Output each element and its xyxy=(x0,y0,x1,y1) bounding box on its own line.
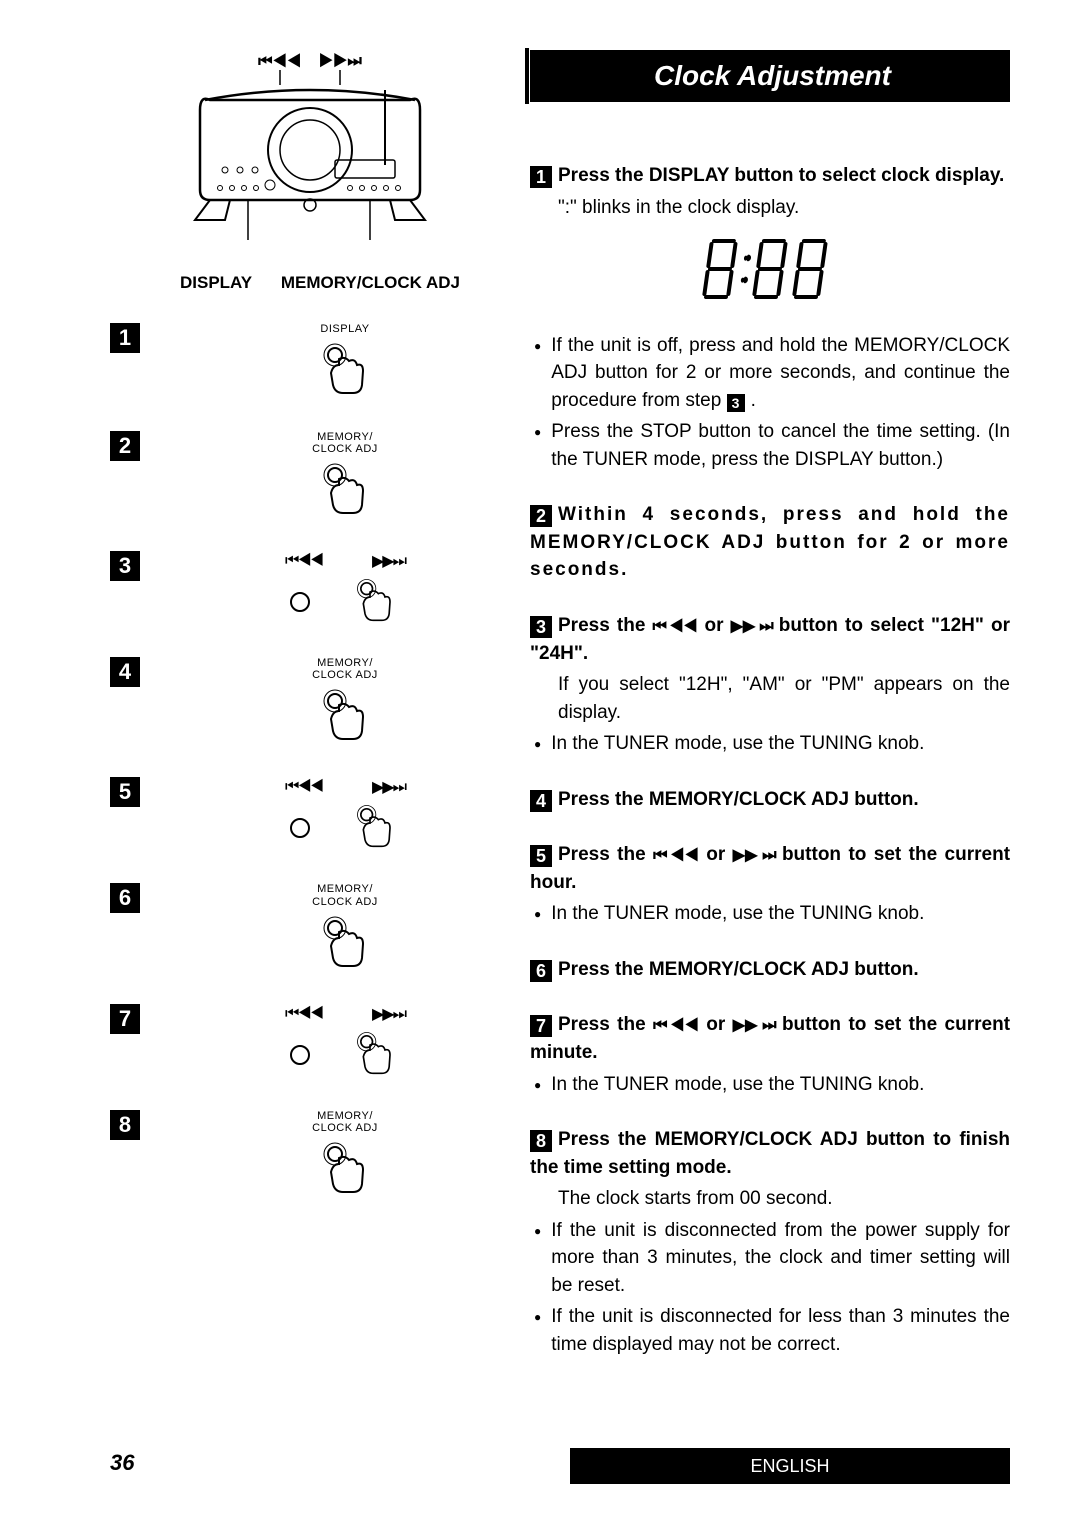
instruction-step-7: 7Press the ⏮ ◀◀ or ▶▶ ⏭ button to set th… xyxy=(530,1011,1010,1098)
button-icon xyxy=(290,1045,310,1065)
step-badge: 2 xyxy=(530,505,552,527)
step-badge: 3 xyxy=(530,616,552,638)
step-heading: Press the ⏮ ◀◀ or ▶▶ ⏭ button to select … xyxy=(530,615,1010,664)
bullet-item: If the unit is off, press and hold the M… xyxy=(534,332,1010,415)
step-badge: 5 xyxy=(530,845,552,867)
step-heading: Press the MEMORY/CLOCK ADJ button to fin… xyxy=(530,1129,1010,1178)
step-badge: 7 xyxy=(530,1015,552,1037)
instruction-step-3: 3Press the ⏮ ◀◀ or ▶▶ ⏭ button to select… xyxy=(530,612,1010,758)
press-icon xyxy=(350,577,400,627)
svg-text:⏮◀◀ ▶▶⏭: ⏮◀◀ ▶▶⏭ xyxy=(258,53,362,70)
press-icon xyxy=(315,914,375,974)
step-number: 7 xyxy=(110,1004,140,1034)
language-footer: ENGLISH xyxy=(570,1448,1010,1484)
bullet-item: If the unit is disconnected for less tha… xyxy=(534,1303,1010,1358)
device-diagram: ⏮◀◀ ▶▶⏭ xyxy=(170,50,480,293)
button-label: MEMORY/ CLOCK ADJ xyxy=(312,431,378,455)
step-heading: Press the DISPLAY button to select clock… xyxy=(558,165,1004,186)
left-step-7: 7 ⏮◀◀ ▶▶⏭ xyxy=(110,1004,480,1080)
instruction-step-8: 8Press the MEMORY/CLOCK ADJ button to fi… xyxy=(530,1126,1010,1358)
step-heading: Press the MEMORY/CLOCK ADJ button. xyxy=(558,789,919,810)
step-badge: 8 xyxy=(530,1130,552,1152)
step-subtext: If you select "12H", "AM" or "PM" appear… xyxy=(558,671,1010,726)
step-number: 3 xyxy=(110,551,140,581)
step-heading: Press the MEMORY/CLOCK ADJ button. xyxy=(558,959,919,980)
step-heading: Press the ⏮ ◀◀ or ▶▶ ⏭ button to set the… xyxy=(530,844,1010,893)
step-subtext: ":" blinks in the clock display. xyxy=(558,194,1010,222)
left-step-3: 3 ⏮◀◀ ▶▶⏭ xyxy=(110,551,480,627)
press-icon xyxy=(315,687,375,747)
instruction-step-1: 1 Press the DISPLAY button to select cloc… xyxy=(530,162,1010,473)
nav-prev-icon: ⏮◀◀ xyxy=(285,778,322,796)
instruction-step-6: 6 Press the MEMORY/CLOCK ADJ button. xyxy=(530,956,1010,984)
nav-prev-icon: ⏮◀◀ xyxy=(285,1005,322,1023)
left-step-2: 2 MEMORY/ CLOCK ADJ xyxy=(110,431,480,521)
step-number: 1 xyxy=(110,323,140,353)
step-number: 8 xyxy=(110,1110,140,1140)
left-step-6: 6 MEMORY/ CLOCK ADJ xyxy=(110,883,480,973)
section-title: Clock Adjustment xyxy=(530,50,1010,102)
step-badge: 1 xyxy=(530,166,552,188)
press-icon xyxy=(315,461,375,521)
press-icon xyxy=(350,1030,400,1080)
step-subtext: The clock starts from 00 second. xyxy=(558,1185,1010,1213)
step-number: 6 xyxy=(110,883,140,913)
step-number: 2 xyxy=(110,431,140,461)
instruction-step-5: 5Press the ⏮ ◀◀ or ▶▶ ⏭ button to set th… xyxy=(530,841,1010,928)
display-label: DISPLAY xyxy=(180,273,252,293)
nav-prev-icon: ⏮◀◀ xyxy=(285,552,322,570)
left-column: ⏮◀◀ ▶▶⏭ xyxy=(110,50,480,1387)
step-heading: Press the ⏮ ◀◀ or ▶▶ ⏭ button to set the… xyxy=(530,1014,1010,1063)
step-number: 5 xyxy=(110,777,140,807)
bullet-item: In the TUNER mode, use the TUNING knob. xyxy=(534,730,1010,758)
step-badge: 4 xyxy=(530,790,552,812)
button-label: MEMORY/ CLOCK ADJ xyxy=(312,1110,378,1134)
nav-next-icon: ▶▶⏭ xyxy=(372,1004,405,1024)
press-icon xyxy=(315,1140,375,1200)
step-heading: Within 4 seconds, press and hold the MEM… xyxy=(530,504,1010,580)
button-label: MEMORY/ CLOCK ADJ xyxy=(312,883,378,907)
bullet-item: If the unit is disconnected from the pow… xyxy=(534,1217,1010,1300)
bullet-item: In the TUNER mode, use the TUNING knob. xyxy=(534,900,1010,928)
page-number: 36 xyxy=(110,1450,134,1476)
memclock-label: MEMORY/CLOCK ADJ xyxy=(281,273,460,293)
nav-next-icon: ▶▶⏭ xyxy=(372,551,405,571)
page-content: ⏮◀◀ ▶▶⏭ xyxy=(0,0,1080,1437)
button-icon xyxy=(290,818,310,838)
bullet-item: Press the STOP button to cancel the time… xyxy=(534,418,1010,473)
step-number: 4 xyxy=(110,657,140,687)
instruction-step-4: 4 Press the MEMORY/CLOCK ADJ button. xyxy=(530,786,1010,814)
nav-next-icon: ▶▶⏭ xyxy=(372,777,405,797)
button-icon xyxy=(290,592,310,612)
bullet-item: In the TUNER mode, use the TUNING knob. xyxy=(534,1071,1010,1099)
clock-display-graphic xyxy=(530,233,1010,312)
left-step-1: 1 DISPLAY xyxy=(110,323,480,401)
left-step-8: 8 MEMORY/ CLOCK ADJ xyxy=(110,1110,480,1200)
press-icon xyxy=(350,803,400,853)
instruction-step-2: 2Within 4 seconds, press and hold the ME… xyxy=(530,501,1010,584)
left-step-5: 5 ⏮◀◀ ▶▶⏭ xyxy=(110,777,480,853)
button-label: MEMORY/ CLOCK ADJ xyxy=(312,657,378,681)
button-label: DISPLAY xyxy=(320,323,369,335)
right-column: Clock Adjustment 1 Press the DISPLAY butt… xyxy=(520,50,1010,1387)
press-icon xyxy=(315,341,375,401)
step-badge: 6 xyxy=(530,960,552,982)
left-step-4: 4 MEMORY/ CLOCK ADJ xyxy=(110,657,480,747)
